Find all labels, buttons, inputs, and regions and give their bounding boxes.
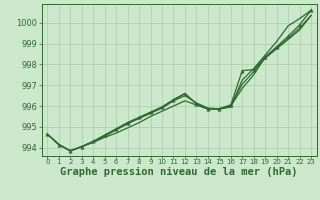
X-axis label: Graphe pression niveau de la mer (hPa): Graphe pression niveau de la mer (hPa) — [60, 167, 298, 177]
